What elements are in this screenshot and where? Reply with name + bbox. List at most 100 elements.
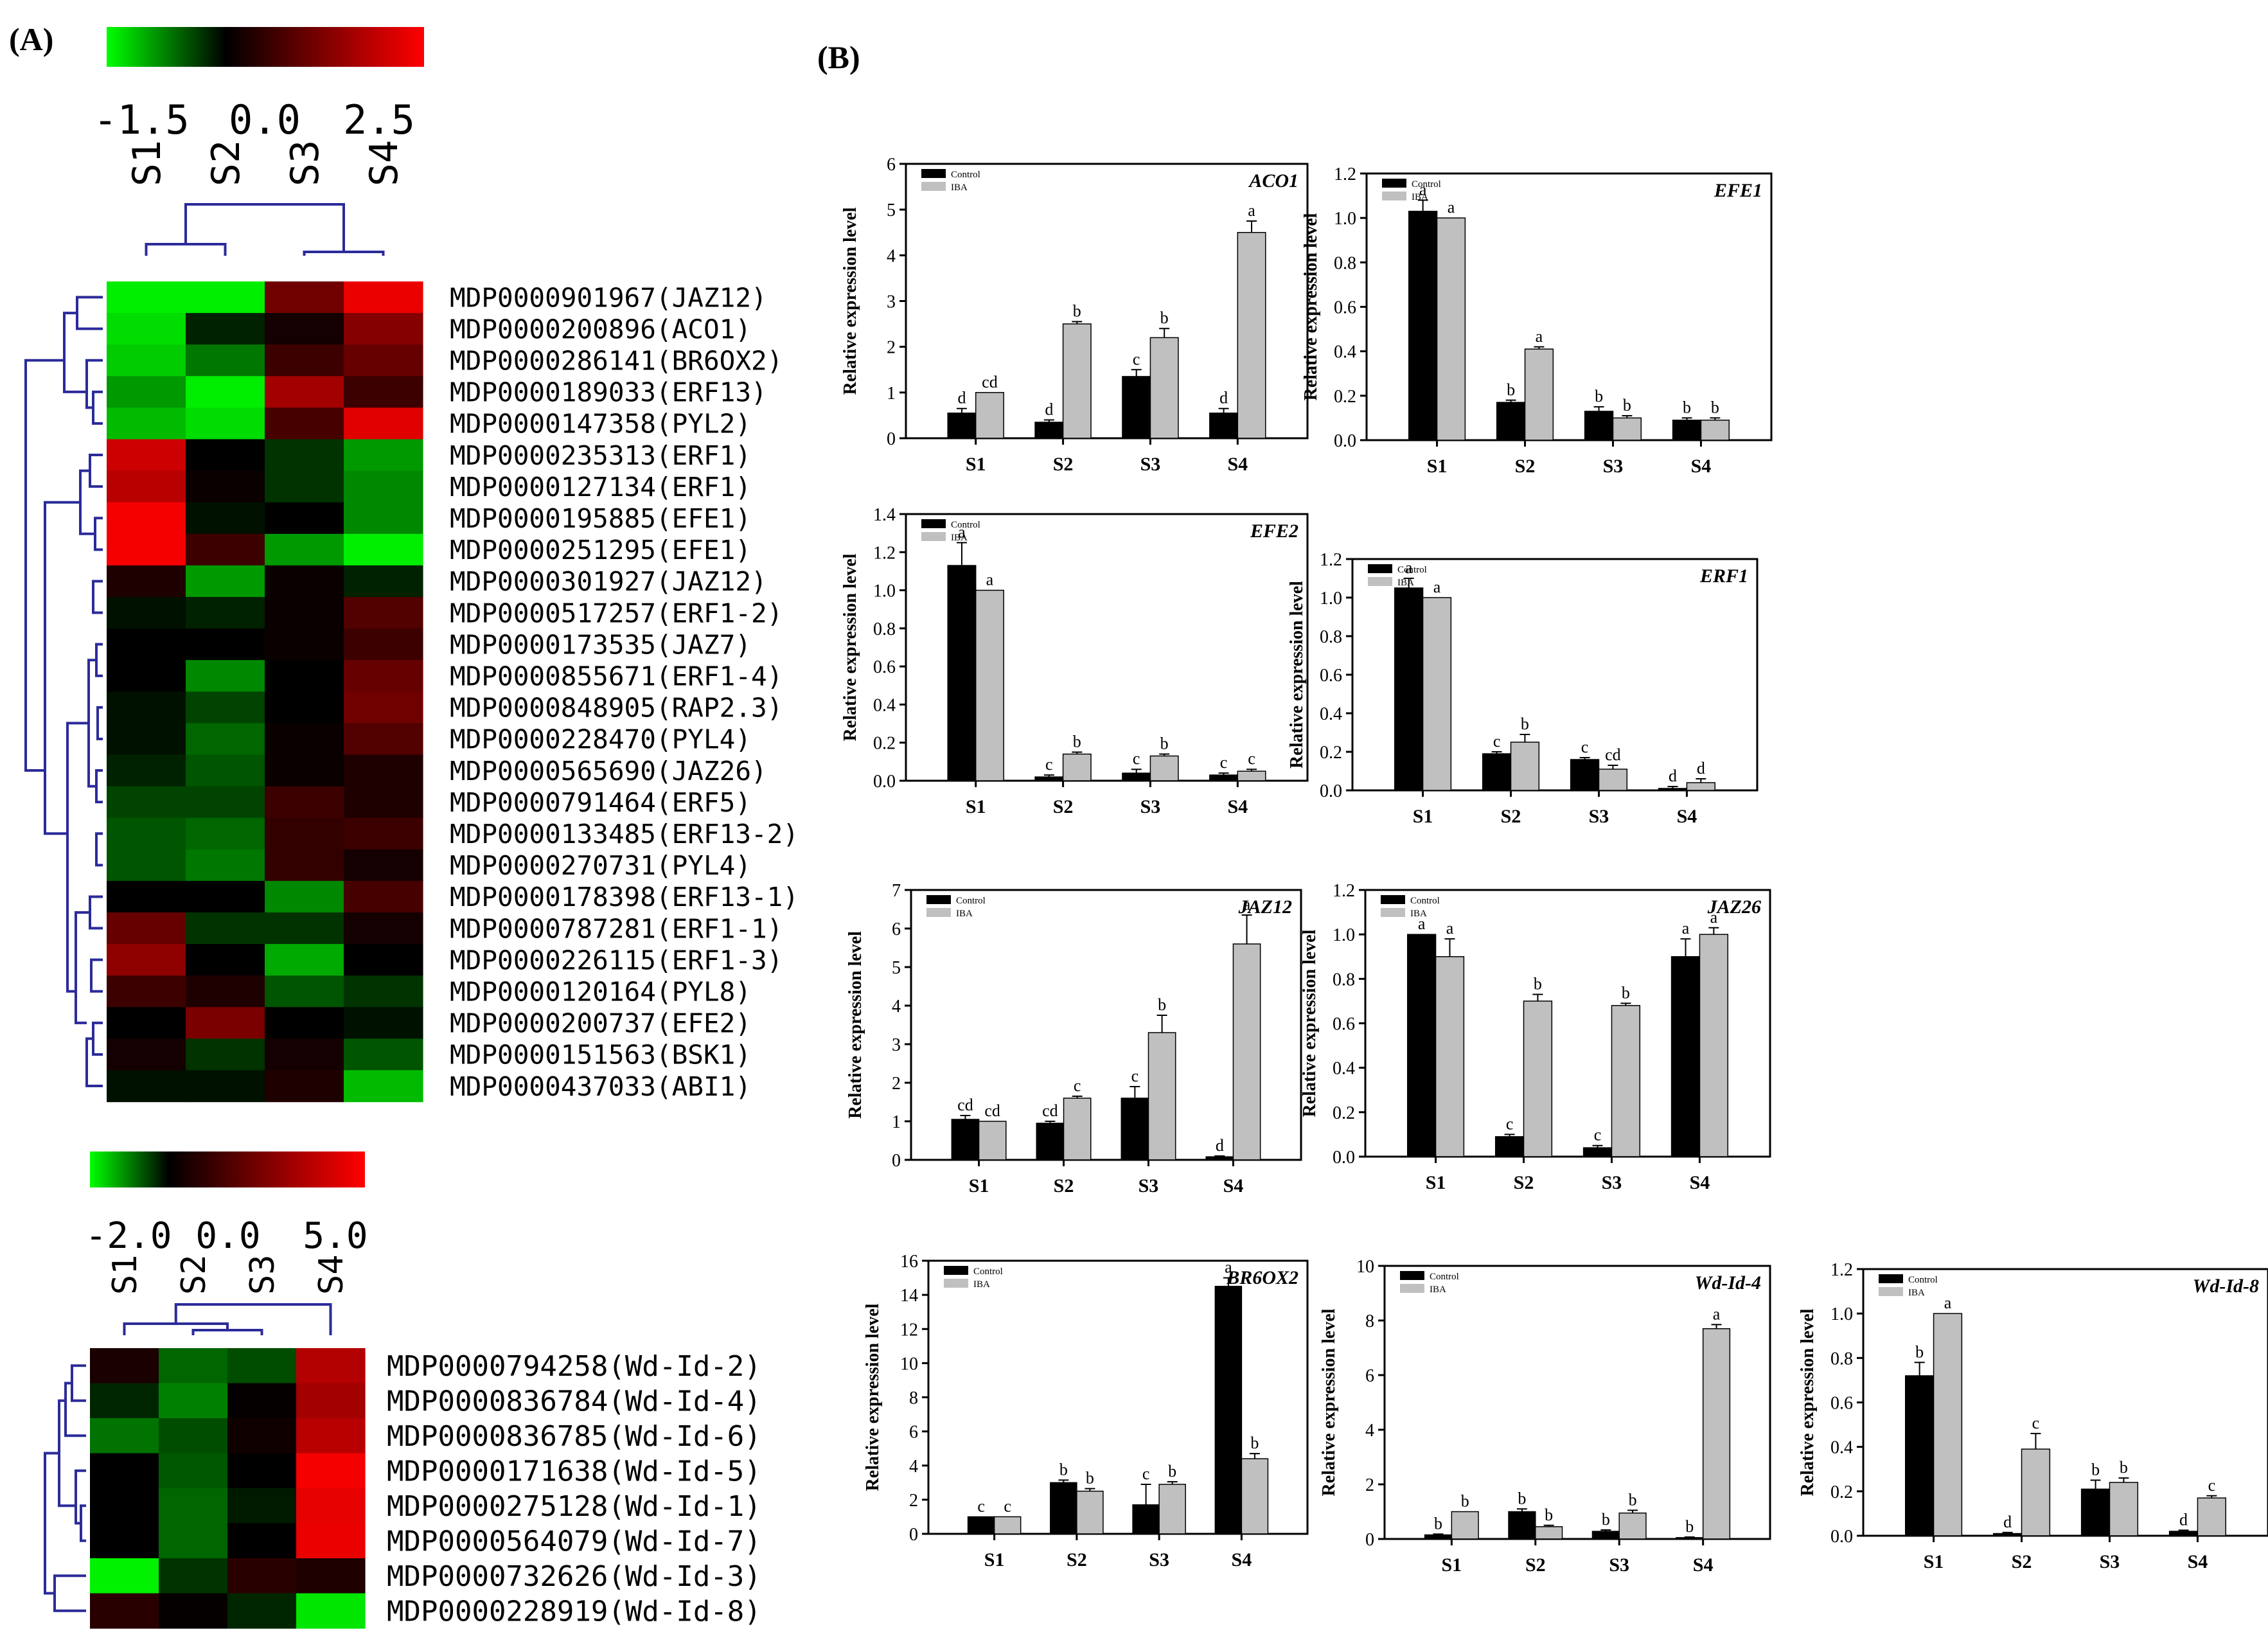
plot-frame [1383, 1265, 1771, 1540]
heatmap-cell [107, 281, 186, 314]
significance-letter: b [1250, 1434, 1259, 1452]
heatmap-cell [90, 1593, 159, 1629]
row-label: MDP0000200896(ACO1) [450, 314, 751, 344]
y-axis-label: Relative expression level [1287, 581, 1307, 769]
y-tick-label: 0.0 [1830, 1527, 1853, 1547]
heatmap-cell [265, 533, 344, 566]
panel-a-label: (A) [9, 21, 53, 57]
legend-swatch [921, 532, 946, 541]
significance-letter: a [986, 571, 994, 589]
significance-letter: b [1434, 1514, 1442, 1533]
y-tick-label: 0.6 [1320, 666, 1342, 686]
x-tick-label: S4 [2188, 1551, 2208, 1572]
heatmap-cell [227, 1383, 297, 1419]
column-dendrogram-branch [184, 203, 345, 252]
bar-control [2080, 1488, 2111, 1536]
heatmap-cell [344, 439, 423, 472]
row-label: MDP0000275128(Wd-Id-1) [387, 1490, 761, 1523]
scale-tick-label: -2.0 [85, 1215, 172, 1257]
heatmap-cell [227, 1453, 297, 1489]
y-tick-label: 2 [909, 1491, 918, 1511]
heatmap-cell [107, 880, 186, 913]
row-label: MDP0000178398(ERF13-1) [450, 882, 799, 912]
bar-control [1036, 1123, 1065, 1160]
x-tick-label: S1 [984, 1549, 1005, 1570]
legend-label: IBA [1410, 909, 1427, 919]
row-dendrogram-branch [87, 659, 98, 788]
x-tick-label: S1 [1427, 456, 1448, 477]
significance-letter: cd [1605, 745, 1621, 764]
row-dendrogram-branch [89, 895, 103, 930]
bar-iba [1535, 1526, 1563, 1540]
scale-tick-label: 2.5 [343, 96, 415, 143]
significance-letter: c [1506, 1114, 1514, 1133]
significance-letter: b [1711, 398, 1719, 416]
significance-letter: c [1133, 350, 1140, 368]
bar-iba [1436, 217, 1466, 441]
row-label: MDP0000200737(EFE2) [450, 1008, 751, 1039]
heatmap-cell [186, 1070, 265, 1103]
heatmap-cell [186, 470, 265, 503]
bar-control [1406, 934, 1437, 1157]
row-label: MDP0000848905(RAP2.3) [450, 693, 783, 724]
x-tick-label: S4 [1223, 1175, 1244, 1196]
significance-letter: b [1160, 308, 1169, 327]
x-tick-label: S2 [1525, 1554, 1546, 1576]
bar-control [1205, 1156, 1234, 1160]
row-dendrogram-branch [75, 1469, 86, 1525]
y-tick-label: 6 [909, 1423, 918, 1443]
heatmap-1: -1.5 0.0 2.5S1 S2 S3 S4MDP0000901967(JAZ12)MD… [24, 27, 799, 1103]
significance-letter: d [2179, 1510, 2188, 1529]
legend-swatch [1368, 564, 1392, 573]
y-tick-label: 0.8 [1333, 970, 1355, 990]
row-label: MDP0000120164(PYL8) [450, 977, 751, 1008]
significance-letter: b [1086, 1469, 1094, 1488]
row-label: MDP0000836784(Wd-Id-4) [387, 1385, 761, 1418]
heatmap-cell [227, 1523, 297, 1559]
significance-letter: a [1536, 327, 1543, 346]
heatmap-cell [186, 723, 265, 756]
column-label: S2 [175, 1254, 213, 1295]
heatmap-cell [344, 502, 423, 535]
row-label: MDP0000226115(ERF1-3) [450, 945, 783, 975]
heatmap-cell [344, 376, 423, 408]
heatmap-cell [344, 975, 423, 1008]
row-dendrogram-branch [44, 1452, 59, 1595]
heatmap-cell [265, 407, 344, 440]
heatmap-2: -2.0 0.0 5.0 S1 S2 S3 S4 MDP0000794258(Wd-Id-2)… [44, 1151, 761, 1629]
x-tick-label: S4 [1227, 796, 1248, 817]
heatmap-cell [296, 1348, 366, 1384]
row-dendrogram-branch [79, 469, 95, 535]
x-tick-label: S4 [1691, 456, 1712, 477]
bar-iba [978, 1121, 1007, 1160]
y-tick-label: 0.8 [1320, 627, 1342, 647]
significance-letter: b [1521, 715, 1529, 733]
x-tick-label: S2 [1054, 1175, 1074, 1196]
heatmap-cell [186, 533, 265, 566]
significance-letter: c [1581, 738, 1589, 756]
legend-label: IBA [973, 1279, 990, 1290]
heatmap-cell [186, 407, 265, 440]
row-dendrogram-branch [71, 1364, 86, 1402]
legend-swatch [921, 182, 946, 191]
bar-iba [1237, 232, 1266, 439]
heatmap-cell [186, 691, 265, 724]
y-tick-label: 0.0 [1334, 431, 1356, 451]
significance-letter: c [2032, 1414, 2040, 1432]
row-dendrogram-branch [90, 958, 103, 993]
bar-chart: 0.0 0.2 0.4 0.6 0.8 1.0 1.2 Relative expression… [1287, 550, 1759, 827]
heatmap-cell [186, 849, 265, 882]
y-tick-label: 1.2 [1830, 1260, 1853, 1280]
heatmap-cell [107, 597, 186, 629]
x-tick-label: S4 [1690, 1172, 1710, 1193]
column-dendrogram-branch [191, 1329, 263, 1335]
bar-iba [1147, 1032, 1176, 1160]
x-tick-label: S2 [1053, 796, 1074, 817]
legend-label: IBA [951, 533, 968, 543]
heatmap-cell [159, 1453, 228, 1489]
legend-swatch [921, 169, 946, 178]
significance-letter: c [1142, 1464, 1150, 1483]
significance-letter: b [1685, 1517, 1694, 1536]
significance-letter: d [2003, 1513, 2012, 1531]
heatmap-cell [344, 849, 423, 882]
